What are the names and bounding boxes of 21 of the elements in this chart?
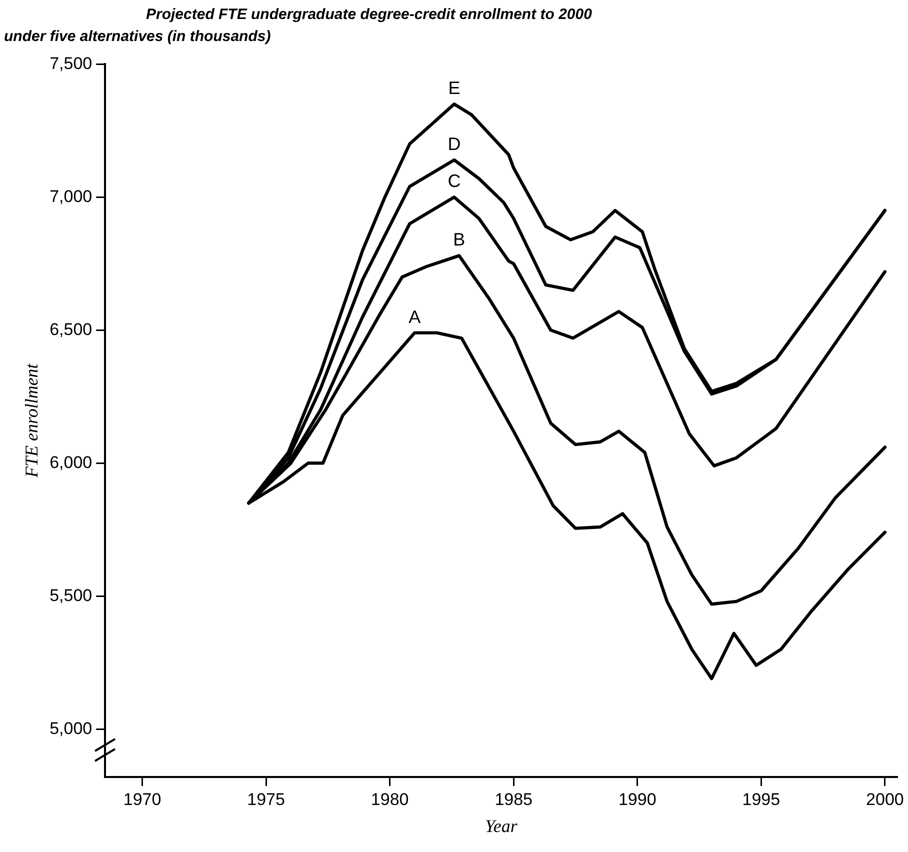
series-label: D — [448, 134, 461, 154]
y-tick-label: 5,000 — [50, 718, 92, 738]
x-tick-label: 1985 — [494, 790, 533, 809]
x-tick-label: 1970 — [123, 790, 162, 809]
y-tick-label: 5,500 — [50, 586, 92, 605]
x-tick-label: 1995 — [742, 790, 780, 809]
series-label: E — [448, 78, 460, 98]
x-tick-label: 1975 — [247, 790, 285, 809]
y-tick-label: 6,000 — [50, 452, 92, 472]
series-label: B — [453, 230, 466, 250]
x-tick-label: 2000 — [866, 790, 904, 809]
chart-title: Projected FTE undergraduate degree-credit enrollment to 2000 under five alternatives (in thousands) — [4, 5, 593, 47]
y-tick-label: 6,500 — [50, 320, 92, 339]
series-label: A — [408, 306, 421, 327]
x-tick-label: 1980 — [370, 790, 409, 809]
x-axis-title: Year — [485, 816, 518, 836]
series-label: C — [448, 171, 461, 192]
y-axis-title: FTE enrollment — [22, 362, 42, 479]
x-tick-label: 1990 — [618, 790, 656, 809]
y-tick-label: 7,000 — [50, 186, 92, 206]
y-tick-label: 7,500 — [50, 54, 92, 73]
